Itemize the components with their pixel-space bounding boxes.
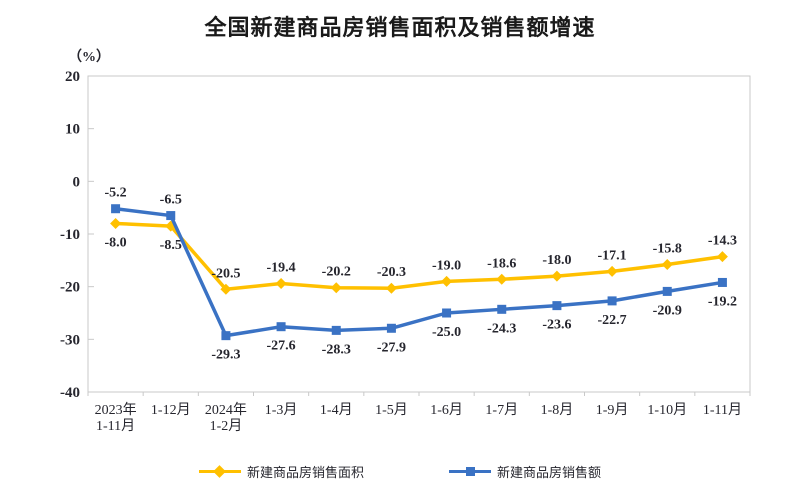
data-point-label: -15.8 [653, 242, 682, 257]
data-point-marker-square [607, 296, 617, 306]
data-point-label: -8.0 [104, 235, 126, 250]
data-point-marker-square [552, 301, 562, 311]
square-marker-icon [465, 467, 475, 476]
data-point-label: -8.5 [160, 238, 182, 253]
series-line-1 [113, 206, 725, 338]
y-axis-tick-label: -20 [60, 280, 80, 296]
data-point-marker-diamond [385, 282, 397, 294]
data-point-marker-square [386, 323, 396, 333]
data-point-marker-diamond [716, 251, 728, 263]
amount-series-legend-marker [449, 466, 491, 478]
y-axis-tick-label: -10 [60, 227, 80, 243]
data-point-label: -25.0 [432, 325, 461, 340]
diamond-marker-icon [213, 465, 227, 478]
data-point-label: -20.5 [211, 266, 240, 281]
data-point-marker-square [717, 277, 727, 287]
x-axis-category-label: 1-5月 [375, 402, 408, 418]
data-point-marker-square [497, 304, 507, 314]
data-point-marker-square [331, 325, 341, 335]
x-axis-category-label: 1-12月 [151, 402, 191, 418]
data-point-label: -20.3 [377, 265, 406, 280]
data-point-marker-square [166, 211, 176, 221]
y-axis-unit-label: （%） [68, 50, 110, 65]
data-point-marker-diamond [110, 217, 122, 229]
data-point-label: -6.5 [160, 193, 182, 208]
data-point-label: -14.3 [708, 234, 737, 249]
x-axis-category-label: 1-6月 [430, 402, 463, 418]
chart-title: 全国新建商品房销售面积及销售额增速 [204, 15, 596, 40]
data-point-marker-square [221, 331, 231, 341]
x-axis-category-label: 1-7月 [485, 402, 518, 418]
legend-label-amount: 新建商品房销售额 [497, 465, 602, 480]
data-point-label: -18.6 [487, 256, 516, 271]
y-axis-tick-label: -40 [60, 385, 80, 401]
x-axis-category-label: 1-9月 [596, 402, 629, 418]
data-point-label: -19.0 [432, 258, 461, 273]
legend-label-area: 新建商品房销售面积 [246, 465, 364, 480]
x-axis-category-label: 2024年 1-2月 [205, 402, 247, 434]
x-axis-category-label: 1-8月 [541, 402, 574, 418]
data-point-marker-diamond [275, 278, 287, 290]
data-point-label: -28.3 [322, 342, 351, 357]
data-point-marker-square [111, 204, 121, 214]
x-axis-category-label: 1-10月 [647, 402, 687, 418]
data-point-label: -27.9 [377, 340, 406, 355]
series-line-0 [113, 221, 725, 292]
data-point-label: -22.7 [597, 313, 626, 328]
data-point-marker-diamond [441, 275, 453, 287]
data-point-label: -20.2 [322, 265, 351, 280]
x-axis-category-label: 1-3月 [265, 402, 298, 418]
data-point-label: -18.0 [542, 253, 571, 268]
legend-item-area: 新建商品房销售面积 [198, 462, 364, 481]
x-axis-category-label: 1-11月 [703, 402, 742, 418]
data-point-marker-diamond [606, 265, 618, 277]
data-point-label: -24.3 [487, 321, 516, 336]
plot-border [87, 75, 751, 393]
y-axis-tick-label: -30 [60, 332, 80, 348]
x-axis-category-label: 1-4月 [320, 402, 353, 418]
data-point-label: -27.6 [266, 339, 295, 354]
data-point-label: -23.6 [542, 318, 571, 333]
x-axis-category-label: 2023年 1-11月 [95, 402, 137, 434]
data-point-marker-square [276, 322, 286, 332]
data-point-marker-square [662, 286, 672, 296]
data-point-marker-diamond [551, 270, 563, 282]
data-point-marker-diamond [661, 259, 673, 271]
data-point-label: -17.1 [597, 248, 626, 263]
legend-item-amount: 新建商品房销售额 [449, 462, 601, 481]
data-point-marker-diamond [496, 273, 508, 285]
data-point-label: -19.2 [708, 294, 737, 309]
area-series-legend-marker [198, 465, 241, 478]
y-axis-tick-label: 10 [65, 122, 80, 138]
data-point-marker-diamond [330, 282, 342, 294]
data-point-label: -5.2 [104, 186, 126, 201]
data-point-label: -20.9 [653, 303, 682, 318]
data-point-label: -19.4 [266, 261, 295, 276]
y-axis-tick-label: 0 [73, 174, 81, 190]
data-point-label: -29.3 [211, 348, 240, 363]
data-point-marker-diamond [220, 283, 232, 295]
y-axis-tick-label: 20 [65, 69, 80, 85]
data-point-marker-square [442, 308, 452, 318]
chart-legend: 新建商品房销售面积 新建商品房销售额 [0, 462, 800, 481]
